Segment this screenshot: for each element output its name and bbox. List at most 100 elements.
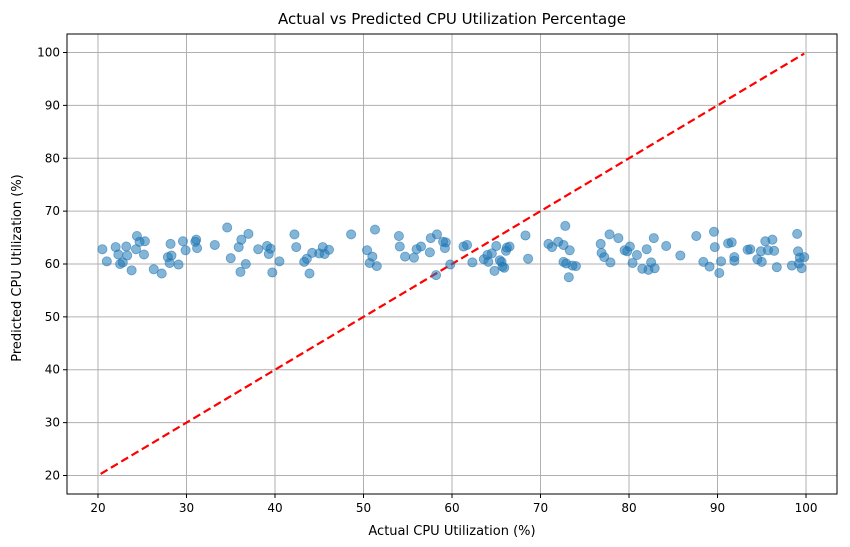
data-point bbox=[445, 259, 456, 270]
y-tick-label: 70 bbox=[45, 204, 60, 218]
data-point bbox=[613, 233, 624, 244]
x-tick-label: 90 bbox=[710, 501, 725, 515]
data-point bbox=[691, 230, 702, 241]
data-point bbox=[769, 245, 780, 256]
data-point bbox=[462, 239, 473, 250]
y-tick-label: 50 bbox=[45, 310, 60, 324]
data-point bbox=[799, 252, 810, 263]
x-tick-label: 50 bbox=[356, 501, 371, 515]
data-point bbox=[138, 249, 149, 260]
data-point bbox=[371, 261, 382, 272]
data-point bbox=[362, 245, 373, 256]
y-tick-label: 90 bbox=[45, 98, 60, 112]
data-point bbox=[709, 242, 720, 253]
data-point bbox=[222, 222, 233, 233]
data-point bbox=[209, 239, 220, 250]
data-point bbox=[716, 256, 727, 267]
data-point bbox=[400, 251, 411, 262]
data-point bbox=[122, 250, 133, 261]
y-axis-label: Predicted CPU Utilization (%) bbox=[10, 174, 25, 362]
x-tick-label: 30 bbox=[179, 501, 194, 515]
data-point bbox=[173, 259, 184, 270]
data-point bbox=[274, 256, 285, 267]
axis-ticks: 20 30 40 50 60 70 80 90 100 20 30 40 50 60 70 80 90 100 bbox=[37, 46, 817, 515]
data-point bbox=[424, 247, 435, 258]
data-point bbox=[641, 244, 652, 255]
data-point bbox=[291, 242, 302, 253]
data-point bbox=[190, 236, 201, 247]
data-point bbox=[624, 241, 635, 252]
data-point bbox=[714, 267, 725, 278]
data-point bbox=[675, 250, 686, 261]
data-point bbox=[771, 262, 782, 273]
data-point bbox=[431, 229, 442, 240]
data-point bbox=[491, 241, 502, 252]
data-point bbox=[523, 253, 534, 264]
data-point bbox=[745, 244, 756, 255]
y-tick-label: 100 bbox=[37, 46, 60, 60]
data-point bbox=[416, 241, 427, 252]
data-point bbox=[148, 264, 159, 275]
data-point bbox=[560, 220, 571, 231]
data-point bbox=[661, 241, 672, 252]
data-point bbox=[139, 236, 150, 247]
data-point bbox=[267, 267, 278, 278]
x-tick-label: 60 bbox=[444, 501, 459, 515]
x-axis-label: Actual CPU Utilization (%) bbox=[368, 524, 535, 539]
data-point bbox=[499, 262, 510, 273]
data-point bbox=[156, 268, 167, 279]
data-point bbox=[408, 252, 419, 263]
data-point bbox=[605, 257, 616, 268]
data-point bbox=[564, 245, 575, 256]
data-point bbox=[627, 257, 638, 268]
data-point bbox=[236, 234, 247, 245]
data-point bbox=[240, 258, 251, 269]
x-tick-label: 70 bbox=[533, 501, 548, 515]
data-point bbox=[796, 263, 807, 274]
data-point bbox=[726, 237, 737, 248]
data-point bbox=[563, 272, 574, 283]
y-tick-label: 30 bbox=[45, 416, 60, 430]
data-point bbox=[708, 226, 719, 237]
x-tick-label: 20 bbox=[90, 501, 105, 515]
data-point bbox=[177, 236, 188, 247]
y-tick-label: 80 bbox=[45, 151, 60, 165]
data-point bbox=[440, 237, 451, 248]
data-point bbox=[393, 230, 404, 241]
y-tick-label: 40 bbox=[45, 363, 60, 377]
data-point bbox=[235, 266, 246, 277]
data-point bbox=[164, 257, 175, 268]
data-point bbox=[289, 229, 300, 240]
data-point bbox=[595, 238, 606, 249]
data-point bbox=[649, 263, 660, 274]
data-point bbox=[756, 256, 767, 267]
data-point bbox=[729, 255, 740, 266]
x-tick-label: 100 bbox=[795, 501, 818, 515]
data-point bbox=[631, 250, 642, 261]
data-point bbox=[489, 265, 500, 276]
data-point bbox=[180, 245, 191, 256]
data-point bbox=[367, 251, 378, 262]
data-point bbox=[101, 256, 112, 267]
data-point bbox=[467, 257, 478, 268]
data-point bbox=[604, 229, 615, 240]
data-point bbox=[121, 241, 132, 252]
data-point bbox=[346, 229, 357, 240]
data-point bbox=[265, 243, 276, 254]
plot-frame bbox=[66, 33, 838, 495]
data-point bbox=[704, 261, 715, 272]
y-tick-label: 60 bbox=[45, 257, 60, 271]
data-point bbox=[648, 233, 659, 244]
y-tick-label: 20 bbox=[45, 468, 60, 482]
data-point bbox=[323, 244, 334, 255]
x-tick-label: 40 bbox=[267, 501, 282, 515]
data-points bbox=[97, 220, 810, 283]
data-point bbox=[504, 241, 515, 252]
data-point bbox=[520, 230, 531, 241]
data-point bbox=[486, 248, 497, 259]
data-point bbox=[394, 241, 405, 252]
data-point bbox=[792, 228, 803, 239]
x-tick-label: 80 bbox=[621, 501, 636, 515]
data-point bbox=[165, 238, 176, 249]
